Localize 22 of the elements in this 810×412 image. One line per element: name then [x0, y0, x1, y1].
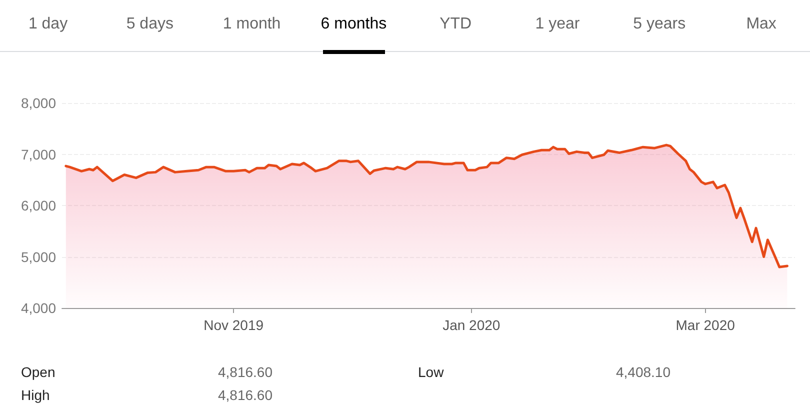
x-tick-label: Mar 2020	[676, 317, 736, 333]
text: 1 year	[535, 16, 580, 32]
text: YTD	[440, 16, 472, 32]
y-tick-label: 8,000	[20, 95, 56, 111]
text: 4,408.10	[616, 364, 671, 380]
text: Low	[418, 364, 445, 380]
text: 6 months	[320, 16, 387, 32]
text: 5 years	[633, 16, 686, 32]
text: 4,816.60	[218, 387, 273, 403]
text: 1 month	[222, 16, 281, 32]
text: 1 day	[28, 16, 68, 32]
y-tick-label: 6,000	[20, 198, 56, 214]
text: 5 days	[126, 16, 174, 32]
x-tick-label: Jan 2020	[442, 317, 500, 333]
text: High	[21, 387, 50, 403]
text: Max	[746, 16, 776, 32]
y-tick-label: 4,000	[20, 300, 56, 316]
text: Open	[21, 364, 56, 380]
y-tick-label: 5,000	[20, 248, 56, 265]
y-tick-label: 7,000	[20, 146, 56, 162]
x-tick-label: Nov 2019	[204, 317, 264, 333]
text: 4,816.60	[218, 364, 273, 380]
